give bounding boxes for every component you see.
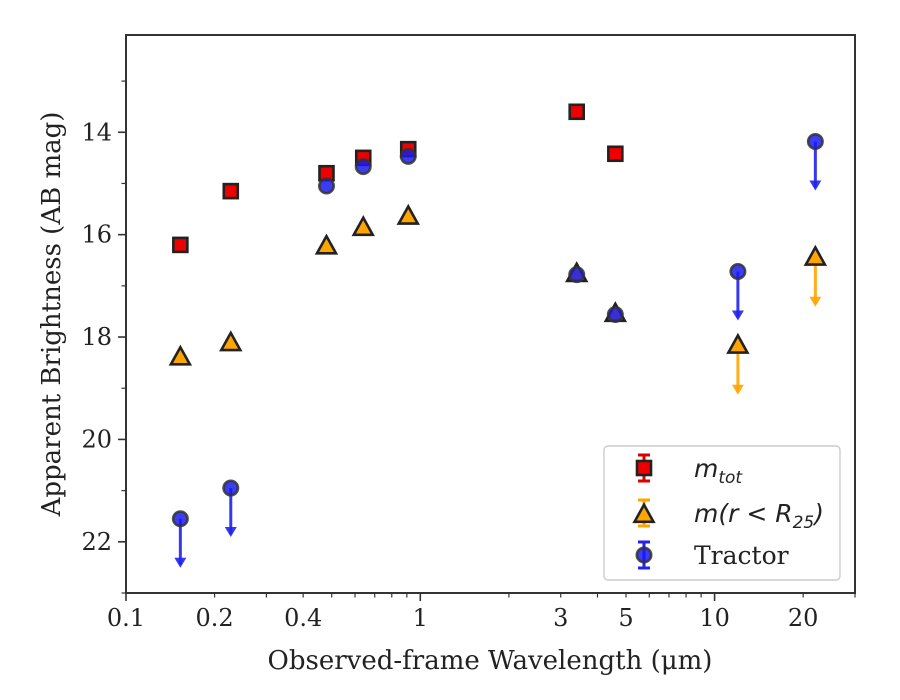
y-tick-label: 16 [81, 221, 112, 249]
y-tick-label: 14 [81, 118, 112, 146]
legend-label-subscript: 25 [793, 513, 815, 533]
legend-box [603, 445, 841, 581]
series-1-point [168, 344, 193, 366]
series-2-point [806, 132, 824, 150]
series-2-point [729, 263, 747, 281]
series-2-point [568, 266, 586, 284]
series-1-point [396, 203, 420, 225]
upper-limit-arrow-head [731, 310, 744, 321]
legend-marker [635, 546, 653, 564]
legend-marker [635, 459, 653, 477]
upper-limit-arrow-head [174, 557, 187, 568]
legend-label-subscript: tot [718, 468, 743, 488]
plot-frame [125, 34, 856, 594]
series-1-point [726, 332, 750, 354]
y-axis: 14 16 18 20 22 [81, 80, 126, 594]
series-2-point [171, 510, 189, 528]
x-tick-label: 3 [553, 604, 568, 632]
series-0-point [222, 182, 240, 200]
upper-limit-arrow-head [809, 296, 822, 307]
series-2-point [222, 479, 240, 497]
upper-limit-arrow-head [809, 180, 822, 191]
legend-label-close: ) [812, 499, 824, 528]
series-0-point [172, 236, 189, 254]
series-2-point [399, 147, 417, 165]
x-tick-label: 1 [413, 604, 428, 632]
series-2-point [606, 306, 624, 324]
plot-area [168, 103, 828, 568]
x-axis-label: Observed-frame Wavelength (μm) [268, 646, 713, 676]
series-1-point [351, 215, 375, 237]
y-tick-label: 22 [81, 528, 112, 556]
series-2-point [317, 177, 335, 195]
upper-limit-arrow-head [224, 527, 237, 538]
series-0-point [607, 145, 624, 163]
upper-limit-arrow-head [731, 384, 744, 395]
x-tick-label: 0.2 [196, 604, 234, 632]
y-axis-label: Apparent Brightness (AB mag) [37, 112, 67, 518]
x-tick-label: 0.1 [107, 604, 145, 632]
x-tick-label: 10 [699, 604, 730, 632]
x-axis: 0.1 0.2 0.4 1 3 5 10 20 [107, 593, 856, 632]
y-tick-label: 18 [81, 323, 112, 351]
x-tick-label: 20 [788, 604, 819, 632]
series-1-point [314, 233, 339, 255]
y-tick-label: 20 [81, 425, 112, 453]
series-1-point [803, 244, 828, 266]
legend-label: Tractor [694, 541, 789, 570]
x-tick-label: 0.4 [284, 604, 322, 632]
x-tick-label: 5 [618, 604, 633, 632]
series-1-point [219, 330, 243, 352]
series-0-point [568, 103, 586, 121]
legend-marker [632, 502, 656, 524]
series-2-point [354, 158, 372, 176]
